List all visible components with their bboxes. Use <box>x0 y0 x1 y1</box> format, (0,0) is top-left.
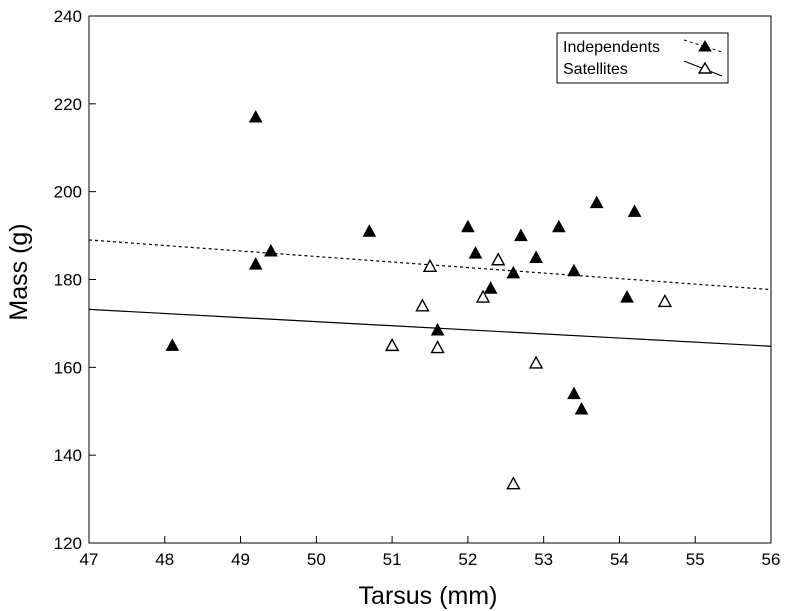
point-independents <box>264 243 278 257</box>
point-satellites <box>657 293 673 308</box>
x-tick-label: 53 <box>534 550 553 569</box>
y-tick-label: 220 <box>54 95 82 114</box>
point-independents <box>483 281 498 294</box>
plot-frame <box>88 15 772 544</box>
y-tick-label: 120 <box>54 534 82 553</box>
point-satellites <box>528 355 544 369</box>
point-satellites <box>430 340 445 354</box>
x-tick-label: 47 <box>80 550 99 569</box>
x-tick-label: 50 <box>307 550 326 569</box>
y-tick-label: 160 <box>54 358 82 377</box>
point-independents <box>627 204 642 217</box>
point-independents <box>567 386 581 400</box>
point-independents <box>514 228 528 242</box>
y-tick-label: 180 <box>54 271 82 290</box>
point-independents <box>248 257 263 270</box>
point-satellites <box>422 258 438 273</box>
point-satellites <box>506 476 521 490</box>
x-tick-label: 55 <box>686 550 705 569</box>
legend-box <box>556 32 729 84</box>
x-tick-label: 49 <box>231 550 250 569</box>
axis-ticks: 47 48 49 50 51 52 53 54 55 56 120 140 160 180 200 220 24… <box>54 7 781 569</box>
point-satellites <box>475 289 491 303</box>
point-independents <box>574 402 589 415</box>
point-independents <box>567 263 581 277</box>
point-independents <box>430 322 445 336</box>
point-satellites <box>415 298 430 312</box>
point-independents <box>620 290 634 303</box>
legend-marker-independents <box>698 40 712 52</box>
plot-area: 47 48 49 50 51 52 53 54 55 56 120 140 160 180 200 220 24… <box>54 7 781 569</box>
x-tick-label: 51 <box>383 550 402 569</box>
regression-lines <box>88 239 772 347</box>
y-tick-label: 140 <box>54 446 82 465</box>
y-tick-label: 240 <box>54 7 82 26</box>
y-tick-label: 200 <box>54 183 82 202</box>
fit-line-satellites <box>88 308 772 347</box>
point-independents <box>248 109 263 123</box>
x-tick-label: 52 <box>458 550 477 569</box>
point-independents <box>529 250 543 264</box>
x-tick-label: 56 <box>762 550 781 569</box>
x-axis-title: Tarsus (mm) <box>359 582 498 610</box>
x-tick-label: 54 <box>610 550 629 569</box>
point-independents <box>461 219 475 233</box>
point-independents <box>589 195 604 209</box>
point-independents <box>165 338 180 351</box>
point-independents <box>362 224 377 237</box>
point-satellites <box>491 252 506 266</box>
x-tick-label: 48 <box>155 550 174 569</box>
legend-marker-satellites <box>697 61 713 74</box>
y-axis-title: Mass (g) <box>5 223 33 320</box>
legend: Independents Satellites <box>556 32 729 84</box>
point-independents <box>551 219 566 233</box>
point-satellites <box>384 337 400 352</box>
data-points <box>165 109 673 490</box>
point-independents <box>506 265 521 279</box>
legend-label-satellites: Satellites <box>563 61 628 78</box>
legend-label-independents: Independents <box>563 39 660 56</box>
point-independents <box>468 246 483 259</box>
